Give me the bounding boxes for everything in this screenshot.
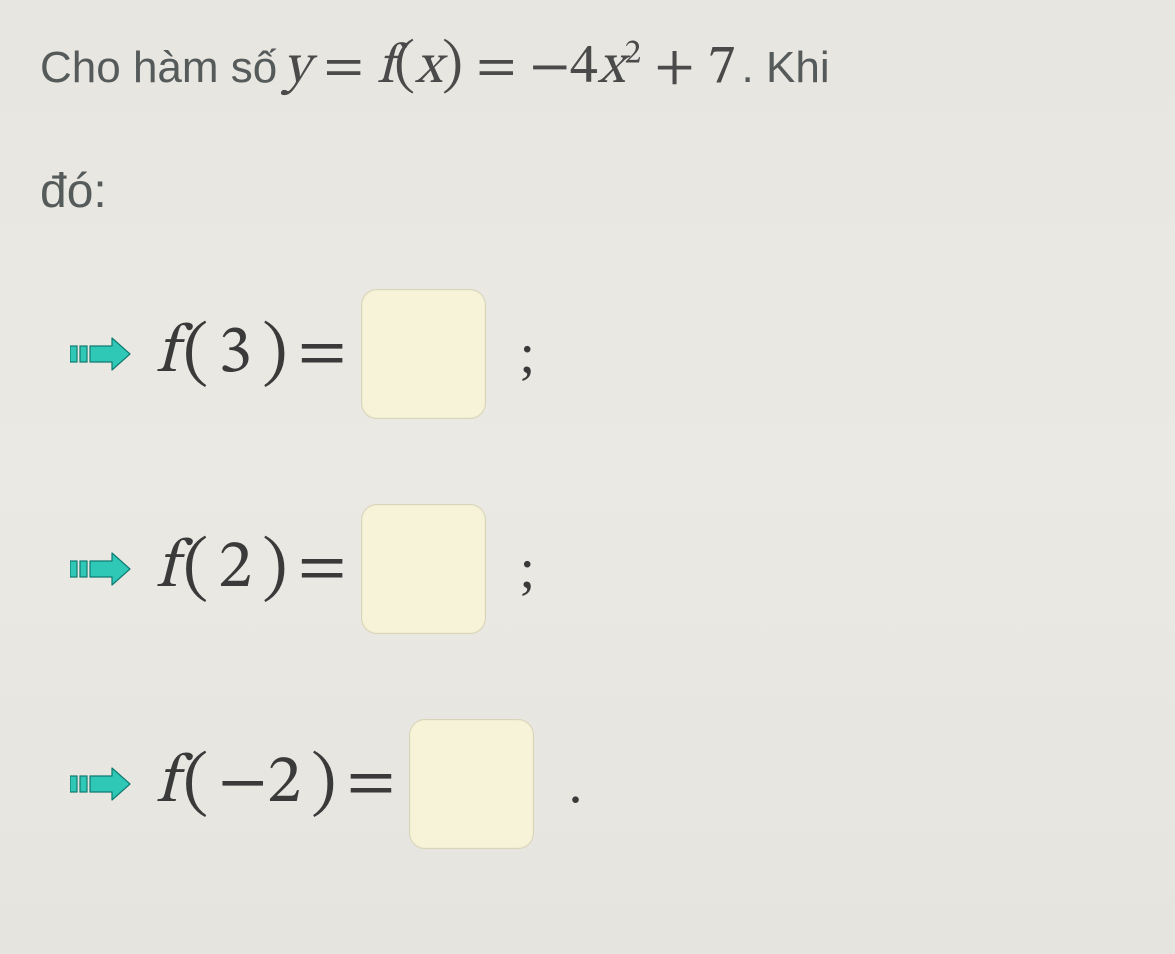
arrow-icon bbox=[70, 334, 132, 374]
prose-post: . Khi bbox=[742, 43, 830, 93]
trailing-punct: . bbox=[568, 752, 582, 816]
equation-row: f(2) =; bbox=[40, 504, 1135, 634]
problem-statement: Cho hàm số y = f(x) = −4x2 + 7. Khi bbox=[40, 30, 1135, 104]
fn-name: f bbox=[156, 527, 177, 612]
trailing-punct: ; bbox=[520, 322, 536, 386]
equation-rows: f(3) =; f(2) =; f(−2) =. bbox=[40, 289, 1135, 849]
arrow-icon bbox=[70, 549, 132, 589]
answer-input[interactable] bbox=[361, 289, 486, 419]
fn-arg: −2 bbox=[218, 742, 301, 827]
function-expression: f(−2) = bbox=[156, 740, 395, 829]
fn-arg: 3 bbox=[218, 312, 252, 397]
answer-input[interactable] bbox=[361, 504, 486, 634]
equation-row: f(3) =; bbox=[40, 289, 1135, 419]
function-expression: f(3) = bbox=[156, 310, 347, 399]
prose-pre: Cho hàm số bbox=[40, 43, 277, 93]
fn-name: f bbox=[156, 312, 177, 397]
trailing-punct: ; bbox=[520, 537, 536, 601]
formula: y = f(x) = −4x2 + 7 bbox=[283, 30, 735, 104]
arrow-icon bbox=[70, 764, 132, 804]
answer-input[interactable] bbox=[409, 719, 534, 849]
subheader: đó: bbox=[40, 164, 1135, 219]
equation-row: f(−2) =. bbox=[40, 719, 1135, 849]
fn-arg: 2 bbox=[218, 527, 252, 612]
fn-name: f bbox=[156, 742, 177, 827]
function-expression: f(2) = bbox=[156, 525, 347, 614]
